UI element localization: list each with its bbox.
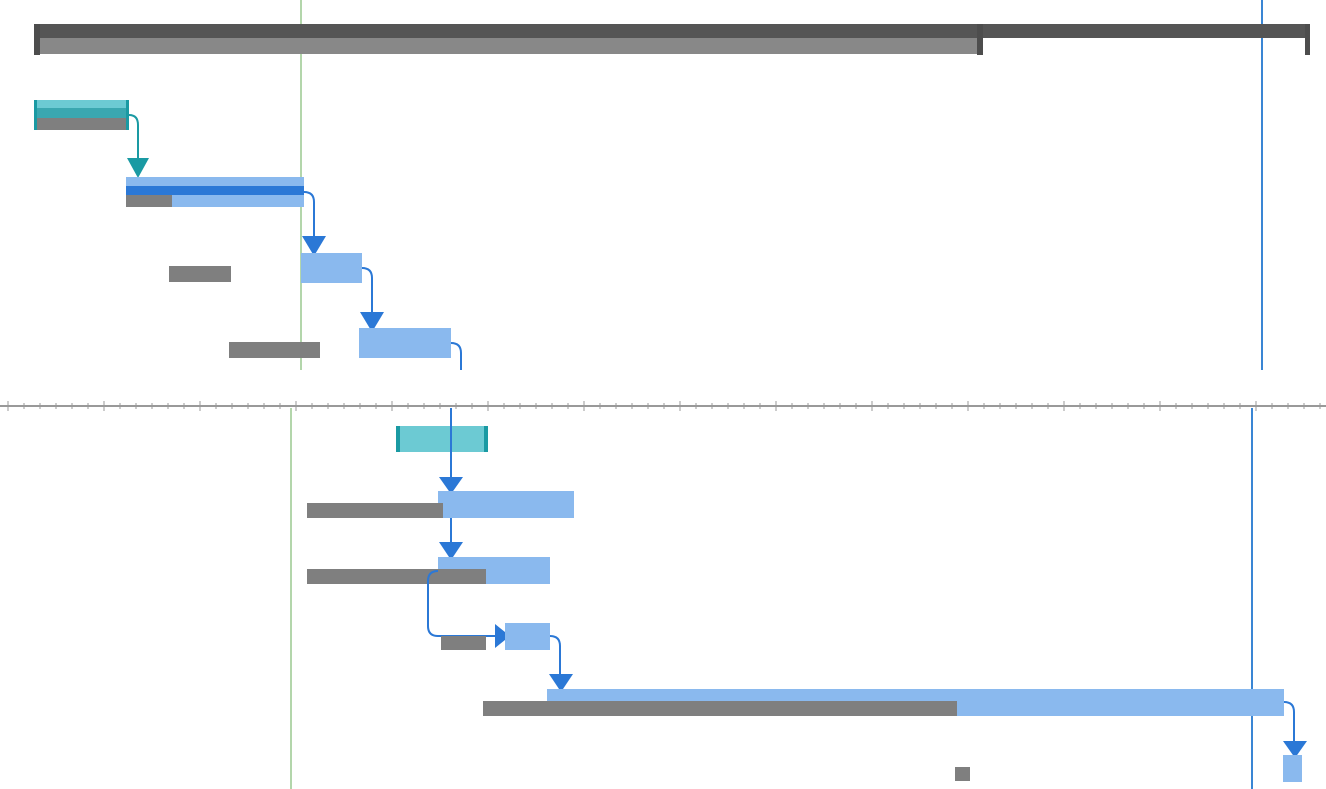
arrow-down-icon (127, 158, 149, 178)
project-summary-bar[interactable] (34, 24, 1310, 55)
arrow-down-icon (360, 312, 384, 332)
gantt-pane-lower (290, 408, 1307, 789)
pane-divider[interactable] (0, 401, 1326, 411)
task-2-progress (126, 186, 304, 195)
link-9-10 (1283, 701, 1295, 743)
task-7-baseline (307, 569, 486, 584)
task-bar-1[interactable] (34, 100, 129, 130)
task-5-end-cap (484, 426, 488, 452)
task-10-bar (1283, 755, 1302, 782)
task-bar-9[interactable] (483, 689, 1284, 716)
link-2-3 (303, 191, 315, 240)
arrow-down-icon (439, 477, 463, 494)
task-9-baseline (483, 701, 957, 716)
arrow-down-icon (302, 236, 326, 256)
divider-ticks (7, 401, 1321, 411)
task-bar-7[interactable] (307, 557, 550, 584)
summary-end-cap (1305, 24, 1310, 55)
task-bar-8[interactable] (441, 623, 550, 650)
link-3-4 (361, 267, 373, 316)
summary-progress-cap (977, 24, 983, 55)
task-1-start-cap (34, 100, 37, 130)
link-4-5-top (450, 342, 462, 370)
task-6-baseline (307, 503, 443, 518)
summary-start-cap (34, 24, 40, 55)
arrow-down-icon (549, 674, 573, 692)
task-2-baseline (126, 195, 172, 207)
summary-remaining (35, 24, 1309, 38)
task-5-start-cap (396, 426, 400, 452)
task-1-end-cap (126, 100, 129, 130)
task-8-bar (505, 623, 550, 650)
gantt-pane-upper (34, 0, 1310, 370)
task-5-bar (396, 426, 488, 452)
task-1-progress (34, 108, 129, 120)
task-bar-10[interactable] (955, 755, 1302, 782)
task-bar-6[interactable] (307, 491, 574, 518)
link-8-9 (549, 635, 561, 676)
task-bar-2[interactable] (126, 177, 304, 207)
task-3-bar (301, 253, 362, 283)
arrow-down-icon (439, 542, 463, 560)
arrow-right-icon (495, 624, 510, 648)
task-6-bar (438, 491, 574, 518)
link-1-2 (128, 114, 139, 165)
task-bar-4[interactable] (229, 328, 451, 358)
task-4-bar (359, 328, 451, 358)
task-10-baseline (955, 767, 970, 781)
task-4-baseline (229, 342, 320, 358)
arrow-down-icon (1283, 741, 1307, 758)
task-3-baseline (169, 266, 231, 282)
link-7-8 (427, 570, 498, 637)
task-bar-3[interactable] (169, 253, 362, 283)
task-bar-5[interactable] (396, 426, 488, 452)
task-1-baseline (34, 118, 129, 130)
task-8-baseline (441, 636, 486, 650)
summary-progress-bar (35, 38, 981, 54)
